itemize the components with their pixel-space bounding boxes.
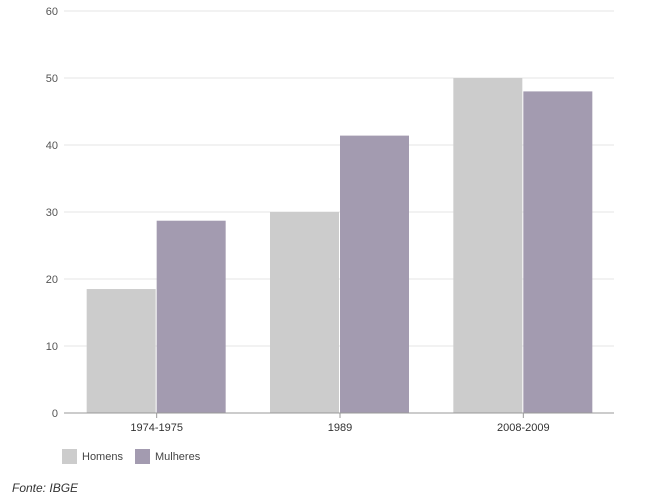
y-tick-label: 0: [52, 408, 58, 420]
source-note: Fonte: IBGE: [12, 481, 79, 495]
bar-homens-1974-1975[interactable]: [86, 289, 156, 413]
y-tick-label: 10: [46, 341, 58, 353]
x-tick-label: 2008-2009: [497, 422, 550, 434]
bar-mulheres-1989[interactable]: [340, 135, 409, 413]
bar-homens-2008-2009[interactable]: [453, 78, 523, 413]
bar-chart: 0 10 20 30 40 50 60 1974-1975 1989 2008-2009: [46, 6, 614, 434]
legend-item-homens[interactable]: Homens: [62, 449, 123, 464]
bar-mulheres-1974-1975[interactable]: [156, 220, 226, 413]
bar-mulheres-2008-2009[interactable]: [523, 91, 593, 414]
x-tick-label: 1974-1975: [130, 422, 183, 434]
x-tick-label: 1989: [328, 422, 352, 434]
y-axis: 0 10 20 30 40 50 60: [46, 6, 58, 420]
bar-homens-1989[interactable]: [270, 212, 339, 413]
y-tick-label: 60: [46, 6, 58, 18]
legend-item-mulheres[interactable]: Mulheres: [134, 449, 201, 464]
legend-swatch-mulheres: [134, 449, 150, 464]
y-tick-label: 30: [46, 207, 58, 219]
legend-label-mulheres: Mulheres: [154, 450, 201, 463]
bars: [86, 78, 593, 414]
x-axis: 1974-1975 1989 2008-2009: [130, 413, 550, 434]
y-tick-label: 20: [46, 274, 58, 286]
legend: Homens Mulheres: [62, 449, 212, 464]
legend-swatch-homens: [62, 449, 77, 464]
y-tick-label: 50: [46, 73, 58, 85]
legend-label-homens: Homens: [82, 450, 123, 463]
y-tick-label: 40: [46, 140, 58, 152]
